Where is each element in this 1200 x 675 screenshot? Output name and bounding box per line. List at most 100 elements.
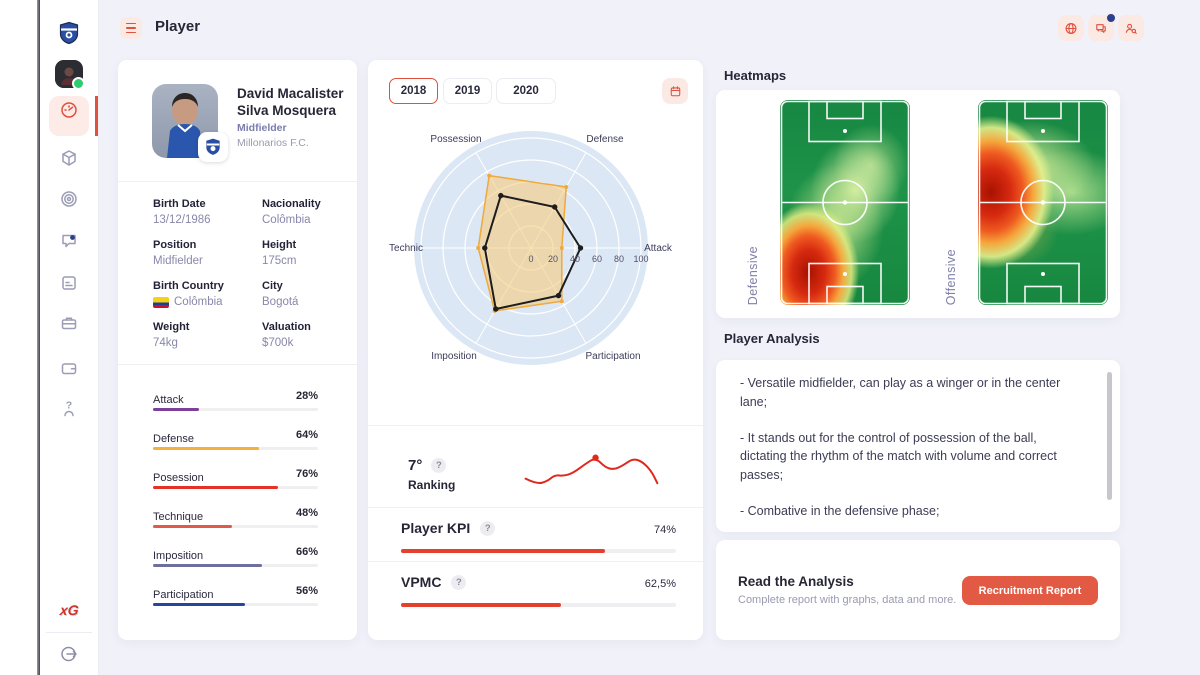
detail-nacionality: Nacionality Colômbia	[262, 198, 321, 226]
online-status-dot	[72, 77, 85, 90]
ranking-label: Ranking	[408, 478, 456, 492]
detail-city: City Bogotá	[262, 280, 299, 308]
ranking-value: 7°	[408, 457, 423, 474]
sidebar-item-messages-user[interactable]	[40, 231, 98, 251]
scrollbar-thumb[interactable]	[1107, 372, 1112, 500]
player-name: David Macalister Silva Mosquera	[237, 86, 344, 118]
stat-row: Technique 48%	[153, 507, 318, 537]
window-edge	[37, 0, 40, 675]
divider	[368, 507, 703, 508]
xg-logo-text: xG	[58, 602, 80, 618]
logout-button[interactable]	[40, 644, 98, 664]
player-club: Millonarios F.C.	[237, 137, 309, 149]
season-performance-card: 2018 2019 2020 0 20 40 60 80 100 Attack Defense Po…	[368, 60, 703, 640]
club-logo[interactable]	[40, 20, 98, 46]
read-analysis-subtitle: Complete report with graphs, data and mo…	[738, 594, 957, 606]
sidebar-active-indicator	[95, 96, 98, 136]
analysis-title: Player Analysis	[724, 331, 820, 346]
svg-text:0: 0	[528, 254, 533, 264]
sidebar-item-planner-board[interactable]	[40, 273, 98, 293]
kpi-row-vpmc: VPMC62,5%	[401, 574, 676, 624]
defensive-heatmap-label: Defensive	[746, 245, 760, 305]
sidebar-item-wallet[interactable]	[40, 358, 98, 378]
topbar-actions	[1058, 13, 1146, 41]
sidebar-divider	[46, 632, 92, 633]
globe-icon-button[interactable]	[1058, 15, 1084, 41]
pitch-lines	[978, 100, 1108, 305]
tab-2019[interactable]: 2019	[443, 78, 492, 104]
notification-dot	[1106, 13, 1116, 23]
sidebar-item-dashboard[interactable]	[40, 100, 98, 120]
svg-text:Participation: Participation	[585, 351, 640, 362]
kpi-help-icon[interactable]	[480, 520, 496, 536]
player-search-icon-button[interactable]	[1118, 15, 1144, 41]
stat-row: Posession 76%	[153, 468, 318, 498]
detail-birth-country: Birth Country Colômbia	[153, 280, 224, 308]
detail-weight: Weight 74kg	[153, 321, 190, 349]
analysis-bullet: - Versatile midfielder, can play as a wi…	[740, 376, 1061, 409]
kpi-row-player-kpi: Player KPI74%	[401, 520, 676, 570]
detail-birth-date: Birth Date 13/12/1986	[153, 198, 211, 226]
divider	[368, 425, 703, 426]
detail-position: Position Midfielder	[153, 239, 203, 267]
svg-text:Possession: Possession	[430, 134, 481, 145]
sidebar-item-help[interactable]: ?	[40, 399, 98, 419]
svg-text:40: 40	[570, 254, 580, 264]
svg-text:Technic: Technic	[389, 243, 423, 254]
svg-text:Attack: Attack	[644, 243, 673, 254]
svg-text:100: 100	[633, 254, 648, 264]
analysis-text: - Versatile midfielder, can play as a wi…	[740, 374, 1078, 538]
messages-icon-button[interactable]	[1088, 13, 1116, 41]
player-photo-placeholder	[167, 93, 203, 158]
menu-toggle-button[interactable]	[120, 17, 142, 39]
colombia-flag-icon	[153, 296, 169, 308]
user-avatar[interactable]	[40, 60, 98, 90]
svg-text:Defense: Defense	[586, 134, 624, 145]
stat-row: Attack 28%	[153, 390, 318, 420]
xg-logo: xG	[40, 602, 98, 618]
divider	[118, 181, 357, 182]
divider	[368, 561, 703, 562]
svg-text:Imposition: Imposition	[431, 351, 477, 362]
sidebar: ? xG	[40, 0, 99, 675]
divider	[118, 364, 357, 365]
offensive-heatmap-label: Offensive	[944, 248, 958, 305]
svg-text:20: 20	[548, 254, 558, 264]
sidebar-item-target[interactable]	[40, 189, 98, 209]
calendar-button[interactable]	[662, 78, 688, 104]
player-position: Midfielder	[237, 122, 287, 134]
ranking-block: 7°	[408, 457, 447, 474]
stat-row: Defense 64%	[153, 429, 318, 459]
offensive-heatmap	[978, 100, 1108, 305]
heatmaps-title: Heatmaps	[724, 68, 787, 83]
app-window: ? xG Player David Macalister	[40, 0, 1200, 675]
svg-text:60: 60	[592, 254, 602, 264]
player-analysis-card: - Versatile midfielder, can play as a wi…	[716, 360, 1120, 532]
ranking-trend-sparkline	[524, 454, 659, 485]
calendar-icon	[670, 85, 680, 96]
svg-text:80: 80	[614, 254, 624, 264]
recruitment-report-button[interactable]: Recruitment Report	[962, 576, 1098, 605]
read-analysis-title: Read the Analysis	[738, 574, 854, 589]
page-title: Player	[155, 18, 201, 35]
detail-height: Height 175cm	[262, 239, 297, 267]
stat-row: Participation 56%	[153, 585, 318, 615]
pitch-lines	[780, 100, 910, 305]
stat-row: Imposition 66%	[153, 546, 318, 576]
tab-2020[interactable]: 2020	[496, 78, 556, 104]
svg-text:?: ?	[66, 400, 72, 412]
defensive-heatmap	[780, 100, 910, 305]
player-profile-card: David Macalister Silva Mosquera Midfield…	[118, 60, 357, 640]
read-analysis-card: Read the Analysis Complete report with g…	[716, 540, 1120, 640]
sidebar-item-briefcase[interactable]	[40, 313, 98, 333]
detail-valuation: Valuation $700k	[262, 321, 311, 349]
analysis-bullet: - It stands out for the control of posse…	[740, 430, 1057, 483]
club-badge	[198, 132, 228, 162]
ranking-help-icon[interactable]	[431, 458, 447, 473]
kpi-help-icon[interactable]	[451, 574, 467, 590]
heatmaps-card: Defensive Offensive	[716, 90, 1120, 318]
sidebar-item-modules-cube[interactable]	[40, 148, 98, 168]
tab-2018[interactable]: 2018	[389, 78, 438, 104]
analysis-bullet: - Combative in the defensive phase;	[740, 503, 940, 518]
